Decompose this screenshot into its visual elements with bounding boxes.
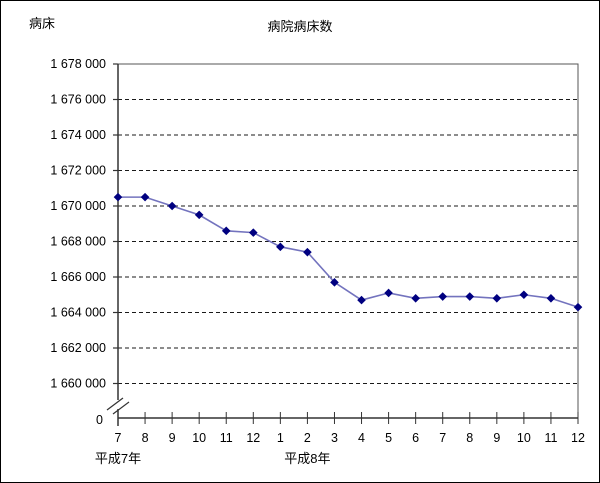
y-axis-tick-label: 1 660 000 (50, 377, 106, 391)
era-label: 平成8年 (284, 451, 330, 466)
x-axis-tick-label: 7 (439, 431, 446, 445)
x-axis-tick-label: 1 (277, 431, 284, 445)
y-axis-tick-label: 1 662 000 (50, 341, 106, 355)
data-point-marker (546, 293, 556, 303)
x-axis-tick-label: 6 (412, 431, 419, 445)
era-label: 平成7年 (95, 451, 141, 466)
x-axis-tick-label: 7 (115, 431, 122, 445)
data-point-marker (303, 247, 312, 257)
data-point-marker (492, 293, 502, 303)
data-point-marker (167, 201, 177, 211)
data-point-marker (248, 228, 258, 237)
x-axis-tick-label: 8 (466, 431, 473, 445)
x-axis-tick-label: 3 (331, 431, 338, 445)
y-axis-tick-label: 1 674 000 (50, 128, 106, 142)
axis-break-gap (115, 400, 121, 409)
y-axis-unit-label: 病床 (29, 16, 56, 31)
y-axis-tick-label: 1 672 000 (50, 164, 106, 178)
data-point-marker (276, 242, 285, 252)
y-axis-tick-label: 1 664 000 (50, 306, 106, 320)
series-line (118, 196, 579, 308)
axis-break-icon (106, 397, 124, 411)
data-point-marker (519, 290, 529, 300)
data-point-marker (465, 292, 475, 301)
y-axis-tick-label: 1 668 000 (50, 235, 106, 249)
axis-break-icon (112, 401, 130, 415)
x-axis-tick-label: 5 (385, 431, 392, 445)
data-point-marker (221, 226, 231, 236)
data-point-marker (573, 302, 583, 312)
y-axis-origin-label: 0 (96, 413, 103, 427)
x-axis-tick-label: 11 (544, 431, 557, 445)
x-axis-tick-label: 11 (220, 431, 233, 445)
data-point-marker (357, 295, 366, 305)
x-axis-tick-label: 4 (358, 431, 365, 445)
x-axis-tick-label: 9 (493, 431, 500, 445)
data-point-marker (438, 292, 448, 301)
y-axis-tick-label: 1 670 000 (50, 199, 106, 213)
x-axis-tick-label: 2 (304, 431, 311, 445)
plot-border (117, 63, 579, 419)
data-point-marker (384, 288, 393, 298)
data-point-marker (140, 192, 150, 202)
y-axis-tick-label: 1 676 000 (50, 93, 106, 107)
x-axis-tick-label: 12 (571, 431, 585, 445)
data-point-marker (330, 278, 339, 287)
x-axis-tick-label: 8 (142, 431, 149, 445)
x-axis-tick-label: 10 (192, 431, 206, 445)
data-point-marker (411, 293, 420, 303)
data-point-marker (113, 192, 123, 202)
x-axis-tick-label: 10 (517, 431, 531, 445)
y-axis-tick-label: 1 678 000 (50, 57, 106, 71)
x-axis-tick-label: 12 (246, 431, 260, 445)
chart-title: 病院病床数 (267, 19, 333, 34)
data-point-marker (194, 210, 204, 220)
y-axis-tick-label: 1 666 000 (50, 270, 106, 284)
x-axis-tick-label: 9 (169, 431, 176, 445)
